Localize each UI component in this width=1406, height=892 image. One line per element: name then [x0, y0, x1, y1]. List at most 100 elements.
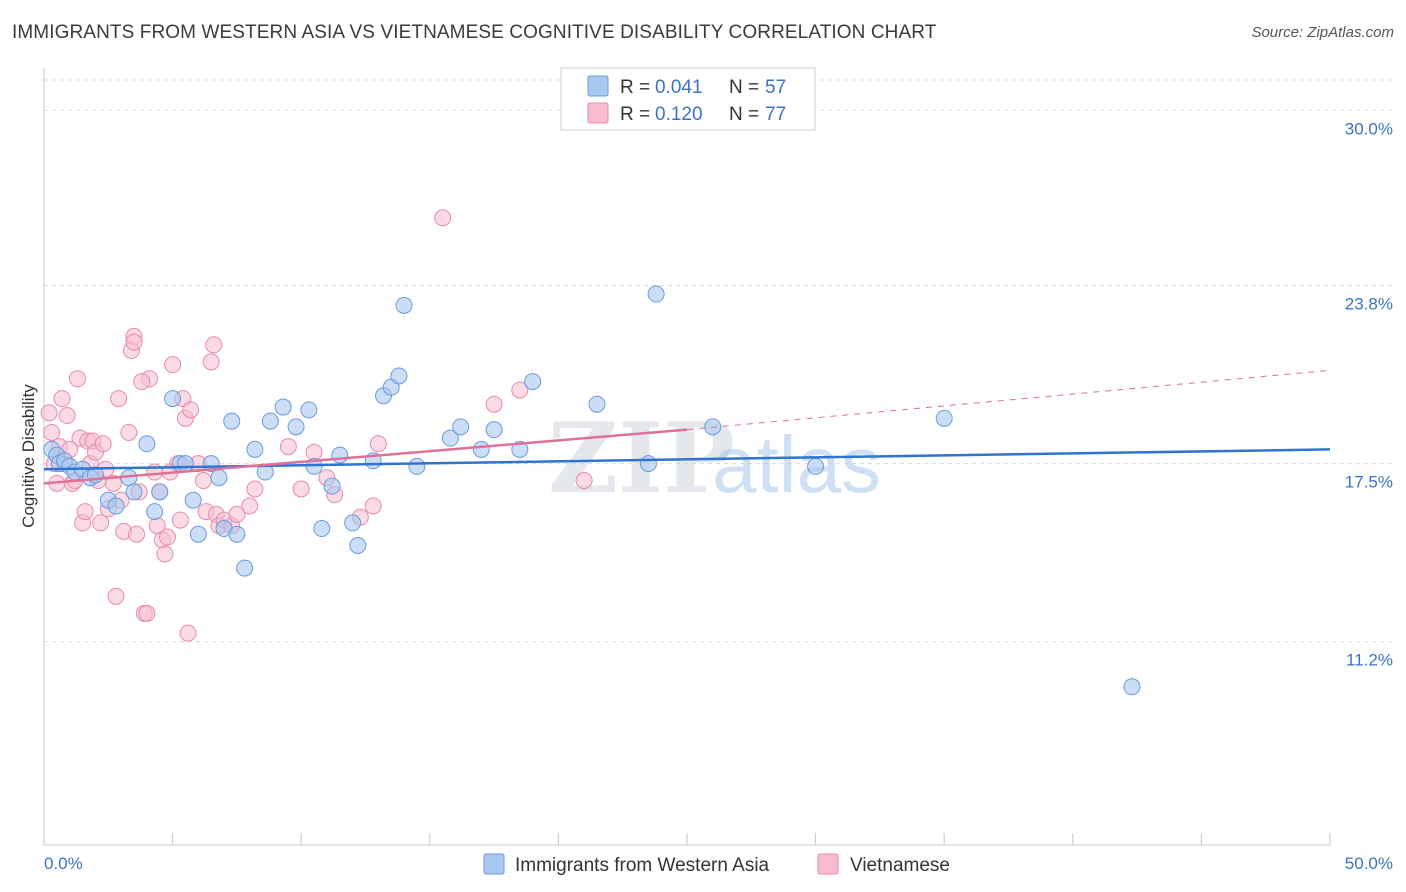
y-tick-label-3: 11.2%: [1346, 651, 1393, 670]
vietnamese-point-23: [107, 587, 125, 605]
western-asia-point-32: [300, 401, 318, 419]
vietnamese-point-52: [202, 353, 220, 371]
vietnamese-point-19: [92, 514, 110, 532]
vietnamese-point-31: [128, 525, 146, 543]
western-asia-point-15: [151, 483, 169, 501]
vietnamese-point-50: [194, 472, 212, 490]
vietnamese-point-24: [110, 390, 128, 408]
y-axis-label: Cognitive Disability: [19, 384, 38, 528]
western-asia-point-46: [452, 418, 470, 436]
vietnamese-point-68: [369, 435, 387, 453]
bottom-legend-swatch-vietnamese: [817, 853, 839, 875]
vietnamese-point-27: [120, 423, 138, 441]
western-asia-point-30: [274, 398, 292, 416]
vietnamese-point-41: [158, 528, 176, 546]
legend-n-label-1: N =: [729, 77, 759, 98]
vietnamese-point-73: [133, 373, 151, 391]
western-asia-point-36: [331, 446, 349, 464]
western-asia-point-10: [107, 497, 125, 515]
western-asia-point-29: [261, 412, 279, 430]
western-asia-point-37: [344, 514, 362, 532]
source-credit: Source: ZipAtlas.com: [1251, 24, 1394, 41]
western-asia-point-14: [146, 503, 164, 521]
vietnamese-point-5: [53, 390, 71, 408]
chart-title: IMMIGRANTS FROM WESTERN ASIA VS VIETNAME…: [12, 22, 937, 43]
western-asia-point-24: [223, 412, 241, 430]
legend-r-value-2: 0.120: [655, 104, 703, 125]
vietnamese-point-20: [94, 435, 112, 453]
western-asia-point-44: [408, 457, 426, 475]
western-asia-point-43: [395, 296, 413, 314]
western-asia-point-34: [313, 520, 331, 538]
bottom-legend-label-western-asia: Immigrants from Western Asia: [515, 855, 770, 876]
western-asia-point-26: [236, 559, 254, 577]
series-vietnamese-points: [40, 209, 593, 642]
western-asia-point-19: [184, 491, 202, 509]
western-asia-point-35: [323, 477, 341, 495]
western-asia-point-42: [390, 367, 408, 385]
western-asia-point-31: [287, 418, 305, 436]
vietnamese-point-71: [511, 381, 529, 399]
legend-n-value-1: 57: [765, 77, 786, 98]
vietnamese-point-0: [40, 404, 58, 422]
western-asia-point-47: [472, 440, 490, 458]
western-asia-point-22: [210, 469, 228, 487]
x-tick-label-max: 50.0%: [1345, 854, 1393, 873]
western-asia-point-16: [164, 390, 182, 408]
x-tick-label-min: 0.0%: [44, 854, 83, 873]
western-asia-point-38: [349, 537, 367, 555]
x-tick-marks: [43, 833, 1331, 845]
trend-line-vietnamese: [43, 428, 688, 485]
vietnamese-point-10: [68, 370, 86, 388]
western-asia-point-13: [138, 435, 156, 453]
vietnamese-point-75: [58, 407, 76, 425]
legend-box: R = 0.041 N = 57 R = 0.120 N = 77: [560, 67, 816, 131]
legend-swatch-western-asia: [587, 75, 609, 97]
bottom-legend-swatch-western-asia: [483, 853, 505, 875]
western-asia-point-45: [441, 429, 459, 447]
western-asia-point-53: [647, 285, 665, 303]
vietnamese-point-72: [575, 472, 593, 490]
vietnamese-point-53: [205, 336, 223, 354]
western-asia-point-55: [807, 457, 825, 475]
legend-r-label-2: R =: [620, 104, 650, 125]
bottom-legend-label-vietnamese: Vietnamese: [850, 855, 950, 876]
vietnamese-point-13: [76, 503, 94, 521]
vietnamese-point-30: [125, 333, 143, 351]
y-tick-label-2: 17.5%: [1345, 473, 1393, 492]
vietnamese-point-40: [156, 545, 174, 563]
western-asia-point-56: [935, 409, 953, 427]
western-asia-point-25: [228, 525, 246, 543]
vietnamese-point-48: [182, 401, 200, 419]
grid-lines: [44, 79, 1393, 643]
western-asia-point-57: [1123, 678, 1141, 696]
western-asia-point-12: [125, 483, 143, 501]
vietnamese-point-60: [246, 480, 264, 498]
legend-swatch-vietnamese: [587, 102, 609, 124]
western-asia-point-52: [639, 455, 657, 473]
western-asia-point-18: [176, 455, 194, 473]
western-asia-point-51: [588, 395, 606, 413]
vietnamese-point-70: [485, 395, 503, 413]
vietnamese-point-44: [171, 511, 189, 529]
y-tick-labels: 30.0% 23.8% 17.5% 11.2%: [1345, 119, 1393, 669]
vietnamese-point-1: [43, 423, 61, 441]
western-asia-point-49: [511, 440, 529, 458]
vietnamese-point-34: [138, 604, 156, 622]
western-asia-point-20: [189, 525, 207, 543]
vietnamese-point-69: [434, 209, 452, 227]
vietnamese-point-63: [305, 443, 323, 461]
western-asia-point-48: [485, 421, 503, 439]
vietnamese-point-58: [228, 505, 246, 523]
western-asia-point-50: [524, 373, 542, 391]
vietnamese-point-42: [164, 356, 182, 374]
bottom-legend: Immigrants from Western Asia Vietnamese: [483, 853, 950, 876]
watermark: ZIP atlas: [548, 402, 881, 515]
legend-n-label-2: N =: [729, 104, 759, 125]
vietnamese-point-22: [104, 474, 122, 492]
vietnamese-point-47: [179, 624, 197, 642]
legend-r-value-1: 0.041: [655, 77, 703, 98]
y-tick-label-0: 30.0%: [1345, 119, 1393, 138]
vietnamese-point-59: [241, 497, 259, 515]
